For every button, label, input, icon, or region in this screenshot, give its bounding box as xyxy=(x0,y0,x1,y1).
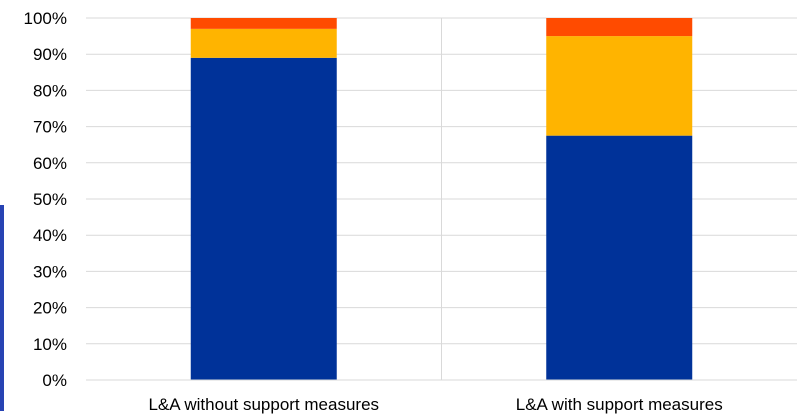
y-tick-label: 80% xyxy=(33,81,67,100)
axes xyxy=(86,18,797,381)
bar-segment-2 xyxy=(190,28,337,58)
bars xyxy=(190,18,693,380)
category-label: L&A without support measures xyxy=(148,395,379,414)
y-tick-label: 90% xyxy=(33,45,67,64)
bar-segment-1 xyxy=(190,57,337,380)
y-tick-label: 0% xyxy=(42,371,67,390)
bar-segment-1 xyxy=(546,135,693,380)
y-tick-label: 50% xyxy=(33,190,67,209)
y-tick-label: 10% xyxy=(33,335,67,354)
bar-segment-3 xyxy=(190,18,337,29)
bar-segment-2 xyxy=(546,36,693,136)
bar-segment-3 xyxy=(546,18,693,37)
edge-accent-bar xyxy=(0,205,4,411)
y-tick-label: 30% xyxy=(33,262,67,281)
y-tick-label: 40% xyxy=(33,226,67,245)
y-tick-label: 60% xyxy=(33,154,67,173)
y-tick-label: 70% xyxy=(33,118,67,137)
y-tick-label: 20% xyxy=(33,299,67,318)
category-labels: L&A without support measures L&A with sup… xyxy=(148,395,722,414)
y-axis-tick-labels: 0% 10% 20% 30% 40% 50% 60% 70% 80% 90% 100% xyxy=(24,9,67,390)
y-tick-label: 100% xyxy=(24,9,67,28)
category-label: L&A with support measures xyxy=(516,395,723,414)
